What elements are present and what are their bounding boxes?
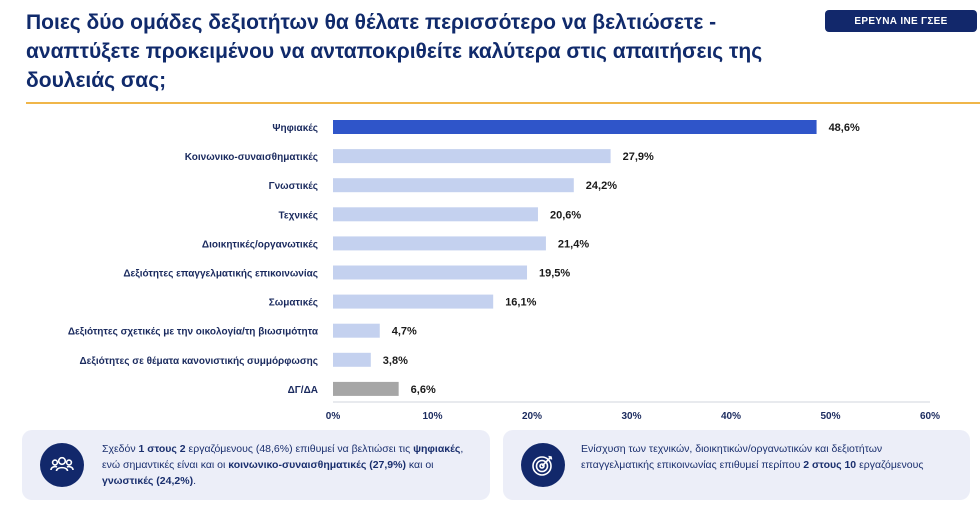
category-label: Διοικητικές/οργανωτικές <box>202 239 318 250</box>
text-run: Σχεδόν <box>102 443 139 455</box>
data-label: 3,8% <box>383 355 408 367</box>
category-label: Ψηφιακές <box>272 123 318 134</box>
x-tick-label: 60% <box>920 411 940 422</box>
text-run: Ενίσχυση των τεχνικών, διοικητικών/οργαν… <box>581 443 883 471</box>
category-label: Δεξιότητες επαγγελματικής επικοινωνίας <box>123 269 318 280</box>
text-run: εργαζόμενους (48,6%) επιθυμεί να βελτιώσ… <box>185 443 414 455</box>
text-run: 1 στους 2 <box>138 443 186 455</box>
data-label: 24,2% <box>586 180 617 192</box>
bar <box>333 236 546 251</box>
text-run: ψηφιακές <box>413 443 461 455</box>
category-label: Γνωστικές <box>269 181 318 192</box>
page-title: Ποιες δύο ομάδες δεξιοτήτων θα θέλατε πε… <box>26 11 763 92</box>
insight-panel-digital: Σχεδόν 1 στους 2 εργαζόμενους (48,6%) επ… <box>22 430 490 500</box>
data-label: 19,5% <box>539 268 570 280</box>
source-badge: ΕΡΕΥΝΑ ΙΝΕ ΓΣΕΕ <box>825 10 977 32</box>
text-run: εργαζόμενους <box>856 459 924 471</box>
data-label: 21,4% <box>558 238 589 250</box>
text-run: 2 στους 10 <box>803 459 857 471</box>
bar <box>333 149 611 164</box>
people-group-icon <box>40 443 84 487</box>
category-label: Σωματικές <box>269 298 318 309</box>
bar <box>333 323 380 338</box>
insight-text-right: Ενίσχυση των τεχνικών, διοικητικών/οργαν… <box>581 441 958 473</box>
text-run: κοινωνικο-συναισθηματικές <box>228 459 367 471</box>
bar <box>333 294 494 309</box>
text-run: , ενώ σημαντικές είναι και οι <box>102 443 464 471</box>
data-label: 16,1% <box>505 297 536 309</box>
bar <box>333 265 528 280</box>
data-label: 27,9% <box>623 151 654 163</box>
category-label: Κοινωνικο-συναισθηματικές <box>185 152 318 163</box>
x-tick-label: 0% <box>326 411 341 422</box>
data-label: 4,7% <box>392 326 417 338</box>
category-label: ΔΓ/ΔΑ <box>288 385 318 396</box>
target-icon <box>521 443 565 487</box>
category-label: Τεχνικές <box>279 210 319 221</box>
x-tick-label: 40% <box>721 411 741 422</box>
text-run: (27,9%) <box>366 459 406 471</box>
bar-chart: Ψηφιακές 48,6% Κοινωνικο-συναισθηματικές 27… <box>68 120 940 422</box>
title-divider <box>26 102 980 104</box>
x-tick-label: 20% <box>522 411 542 422</box>
bar <box>333 381 399 396</box>
x-tick-label: 30% <box>621 411 641 422</box>
insight-text-left: Σχεδόν 1 στους 2 εργαζόμενους (48,6%) επ… <box>102 441 478 489</box>
bar <box>333 178 574 193</box>
text-run: . <box>193 475 196 487</box>
x-tick-label: 50% <box>820 411 840 422</box>
data-label: 48,6% <box>829 122 860 134</box>
bar <box>333 207 538 222</box>
category-label: Δεξιότητες σε θέματα κανονιστικής συμμόρ… <box>79 356 318 367</box>
bar <box>333 352 371 367</box>
x-tick-label: 10% <box>422 411 442 422</box>
insight-panel-technical: Ενίσχυση των τεχνικών, διοικητικών/οργαν… <box>503 430 970 500</box>
data-label: 6,6% <box>411 384 436 396</box>
text-run: γνωστικές (24,2%) <box>102 475 194 487</box>
text-run: και οι <box>405 459 434 471</box>
bar <box>333 120 817 134</box>
data-label: 20,6% <box>550 209 581 221</box>
category-label: Δεξιότητες σχετικές με την οικολογία/τη … <box>68 327 319 338</box>
